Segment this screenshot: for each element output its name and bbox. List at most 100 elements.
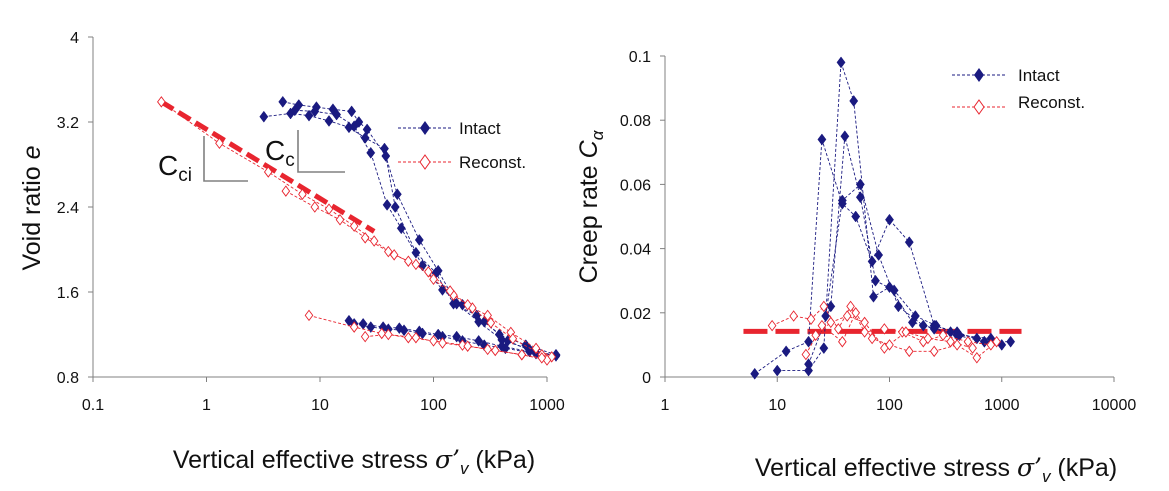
x-tick-label: 1000 bbox=[984, 397, 1020, 414]
point-reconst bbox=[963, 335, 973, 348]
point-intact bbox=[474, 334, 484, 347]
point-reconst bbox=[360, 232, 370, 244]
series-intact-line bbox=[777, 62, 985, 372]
point-reconst bbox=[986, 339, 996, 351]
point-intact bbox=[396, 222, 406, 235]
point-reconst bbox=[429, 335, 438, 347]
y-tick-label: 0.8 bbox=[57, 370, 79, 387]
point-intact bbox=[411, 246, 421, 259]
point-intact bbox=[821, 310, 831, 322]
point-reconst bbox=[360, 330, 370, 343]
y-axis-label-text: Creep rate bbox=[575, 158, 603, 283]
series-reconst-line bbox=[805, 311, 997, 359]
point-intact bbox=[836, 56, 846, 69]
point-intact bbox=[837, 194, 847, 207]
point-reconst bbox=[801, 348, 811, 361]
point-reconst bbox=[834, 323, 843, 335]
point-intact bbox=[855, 191, 865, 204]
point-intact bbox=[918, 319, 928, 332]
x-tick-label: 1 bbox=[661, 397, 670, 414]
point-reconst bbox=[946, 335, 955, 348]
point-intact bbox=[874, 249, 884, 261]
cc-label-sub: c bbox=[285, 150, 295, 171]
x-tick-labels: 0.1 1 10 100 1000 bbox=[82, 397, 565, 414]
point-reconst bbox=[369, 235, 379, 247]
point-intact bbox=[849, 95, 859, 107]
point-intact bbox=[781, 345, 791, 358]
point-intact bbox=[278, 95, 288, 108]
point-reconst bbox=[826, 316, 836, 329]
point-reconst bbox=[404, 255, 413, 267]
legend-reconst-label: Reconst. bbox=[459, 153, 526, 172]
point-reconst bbox=[531, 342, 541, 355]
y-tick-labels: 0 0.02 0.04 0.06 0.08 0.1 bbox=[620, 49, 651, 387]
point-intact bbox=[290, 104, 300, 117]
series-intact-line bbox=[754, 139, 1011, 375]
point-reconst bbox=[483, 309, 492, 322]
point-intact bbox=[904, 236, 914, 249]
y-axis-label: Void ratio e bbox=[18, 145, 46, 270]
point-intact bbox=[910, 310, 920, 322]
x-axis-label-unit: (kPa) bbox=[1050, 454, 1117, 482]
x-axis-label-unit: (kPa) bbox=[468, 446, 535, 474]
point-intact bbox=[955, 329, 964, 342]
x-tick-labels: 1 10 100 1000 10000 bbox=[661, 397, 1137, 414]
point-reconst bbox=[304, 309, 314, 322]
point-reconst bbox=[806, 313, 816, 325]
point-reconst bbox=[215, 137, 224, 149]
legend-reconst-marker bbox=[973, 99, 985, 115]
cc-slope-bracket bbox=[297, 130, 345, 173]
point-intact bbox=[362, 123, 372, 136]
x-tick-label: 10 bbox=[768, 397, 786, 414]
point-reconst bbox=[968, 342, 977, 354]
y-axis-label-sub: α bbox=[588, 129, 607, 140]
point-reconst bbox=[929, 345, 939, 358]
point-intact bbox=[855, 178, 865, 191]
point-intact bbox=[324, 115, 334, 127]
point-reconst bbox=[789, 310, 798, 322]
point-intact bbox=[826, 300, 836, 313]
point-reconst bbox=[508, 333, 518, 345]
point-intact bbox=[867, 255, 877, 268]
point-intact bbox=[438, 283, 447, 296]
point-reconst bbox=[445, 285, 455, 297]
point-reconst bbox=[384, 245, 393, 258]
cc-annotation: Cc bbox=[265, 130, 345, 173]
point-reconst bbox=[157, 96, 166, 108]
cc-label-main: C bbox=[265, 135, 285, 166]
series-reconst-line bbox=[815, 315, 973, 349]
point-intact bbox=[494, 328, 504, 341]
point-reconst bbox=[938, 329, 948, 342]
point-reconst bbox=[298, 188, 307, 200]
point-intact bbox=[750, 367, 760, 380]
cc-label: Cc bbox=[265, 135, 295, 171]
point-reconst bbox=[901, 326, 911, 338]
y-tick-label: 0.08 bbox=[620, 113, 651, 130]
y-tick-label: 0.1 bbox=[629, 49, 651, 66]
point-reconst bbox=[904, 345, 914, 358]
x-tick-label: 1000 bbox=[529, 397, 565, 414]
point-intact bbox=[931, 319, 941, 332]
y-tick-label: 0 bbox=[642, 370, 651, 387]
point-reconst bbox=[263, 166, 273, 178]
point-intact bbox=[310, 105, 320, 118]
plot-area bbox=[88, 36, 561, 382]
point-intact bbox=[851, 210, 861, 223]
point-reconst bbox=[389, 249, 399, 261]
point-intact bbox=[972, 332, 982, 345]
cci-reference-line bbox=[160, 99, 376, 234]
x-tick-label: 10000 bbox=[1092, 397, 1137, 414]
cci-label-sub: ci bbox=[178, 165, 192, 186]
plot-area bbox=[660, 55, 1115, 382]
point-intact bbox=[360, 132, 370, 144]
point-reconst bbox=[972, 351, 982, 364]
void-ratio-chart: 0.1 1 10 100 1000 0.8 1.6 2.4 3.2 4 Void ratio e… bbox=[18, 30, 565, 478]
y-axis-label-symbol: C bbox=[575, 139, 603, 158]
point-reconst bbox=[463, 340, 472, 352]
legend-intact-marker bbox=[974, 68, 984, 82]
y-tick-labels: 0.8 1.6 2.4 3.2 4 bbox=[57, 30, 79, 387]
point-intact bbox=[366, 146, 376, 159]
point-intact bbox=[772, 364, 782, 377]
x-tick-label: 100 bbox=[420, 397, 447, 414]
point-reconst bbox=[423, 266, 433, 278]
